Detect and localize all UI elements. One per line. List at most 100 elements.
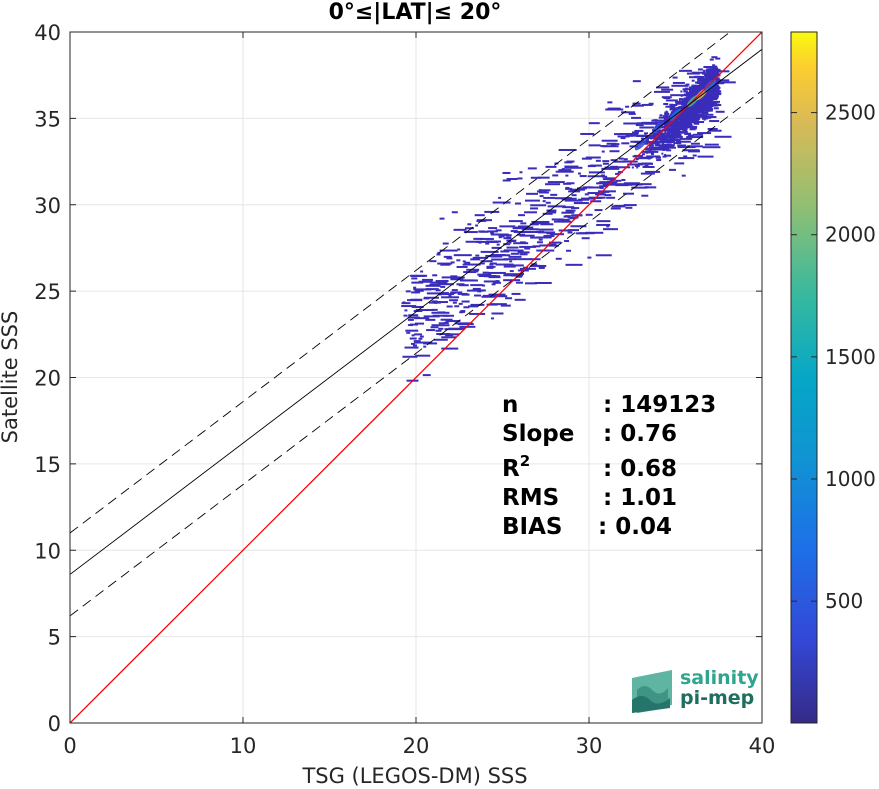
- density-point: [441, 347, 459, 350]
- density-point: [687, 111, 690, 114]
- density-point: [538, 228, 554, 231]
- density-point: [669, 123, 673, 126]
- density-point: [715, 110, 725, 113]
- density-point: [466, 268, 480, 271]
- density-point: [631, 134, 645, 137]
- density-point: [691, 79, 695, 82]
- logo-pimep-text: pi-mep: [680, 687, 754, 709]
- density-point: [470, 303, 485, 306]
- density-point: [691, 90, 698, 93]
- density-point: [444, 328, 463, 331]
- density-point: [712, 64, 716, 67]
- stat-r2-label: R2: [502, 452, 530, 482]
- density-point: [479, 230, 489, 233]
- density-point: [678, 101, 682, 104]
- density-point: [538, 266, 545, 269]
- density-point: [623, 122, 639, 125]
- density-point: [411, 274, 426, 277]
- density-point: [476, 240, 493, 243]
- density-point: [515, 281, 523, 284]
- density-point: [596, 196, 603, 199]
- density-point: [707, 71, 710, 74]
- density-point: [669, 103, 674, 106]
- density-point: [520, 222, 527, 225]
- density-point: [521, 231, 540, 234]
- stat-slope-value: : 0.76: [603, 421, 677, 447]
- density-point: [697, 132, 712, 135]
- density-point: [456, 265, 468, 268]
- density-point: [699, 85, 703, 88]
- density-point: [514, 298, 526, 301]
- density-point: [701, 117, 704, 120]
- density-point: [508, 255, 522, 258]
- density-point: [491, 258, 509, 261]
- density-point: [602, 145, 619, 148]
- density-point: [588, 171, 605, 174]
- density-point: [695, 81, 700, 84]
- density-point: [536, 236, 548, 239]
- density-point: [605, 108, 624, 111]
- density-point: [663, 97, 671, 100]
- stat-n-value: : 149123: [603, 392, 716, 418]
- density-point: [675, 124, 681, 127]
- density-point: [517, 214, 525, 217]
- density-point: [412, 344, 417, 347]
- density-point: [713, 90, 718, 93]
- density-point: [578, 198, 590, 201]
- density-point: [443, 255, 452, 258]
- density-point: [600, 145, 608, 148]
- density-point: [495, 229, 502, 232]
- density-point: [401, 305, 417, 308]
- x-tick-label: 20: [403, 734, 430, 758]
- density-point: [440, 263, 451, 266]
- density-point: [483, 280, 497, 283]
- density-point: [706, 79, 712, 82]
- density-point: [710, 74, 714, 77]
- density-point: [587, 192, 605, 195]
- y-tick-label: 10: [34, 539, 61, 563]
- density-point: [701, 111, 705, 114]
- density-point: [564, 166, 583, 169]
- density-point: [648, 146, 663, 149]
- density-point: [558, 169, 572, 172]
- density-point: [663, 117, 667, 120]
- density-point: [486, 265, 496, 268]
- density-point: [511, 274, 524, 277]
- density-point: [615, 179, 622, 182]
- density-point: [550, 233, 565, 236]
- density-point: [683, 104, 689, 107]
- density-point: [681, 174, 686, 177]
- density-point: [542, 189, 547, 192]
- density-point: [538, 231, 556, 234]
- density-point: [653, 134, 659, 137]
- density-point: [544, 236, 552, 239]
- density-point: [509, 260, 513, 263]
- density-point: [694, 75, 701, 78]
- colorbar-tick-label: 2000: [825, 223, 876, 247]
- density-point: [429, 283, 439, 286]
- density-point: [684, 133, 691, 136]
- density-point: [641, 103, 653, 106]
- density-point: [458, 302, 463, 305]
- density-point: [689, 86, 706, 89]
- density-point: [674, 162, 685, 165]
- density-point: [689, 105, 706, 108]
- density-point: [441, 292, 449, 295]
- density-point: [576, 187, 587, 190]
- density-point: [432, 314, 449, 317]
- density-point: [617, 135, 630, 138]
- density-point: [682, 100, 686, 103]
- density-point: [672, 104, 678, 107]
- density-point: [482, 294, 497, 297]
- density-point: [665, 105, 676, 108]
- density-point: [670, 138, 677, 141]
- density-point: [665, 143, 672, 146]
- density-point: [621, 178, 626, 181]
- density-point: [479, 237, 494, 240]
- density-point: [439, 249, 458, 252]
- density-point: [581, 237, 590, 240]
- density-point: [429, 260, 437, 263]
- density-point: [452, 301, 457, 304]
- density-point: [681, 111, 684, 114]
- density-point: [687, 134, 694, 137]
